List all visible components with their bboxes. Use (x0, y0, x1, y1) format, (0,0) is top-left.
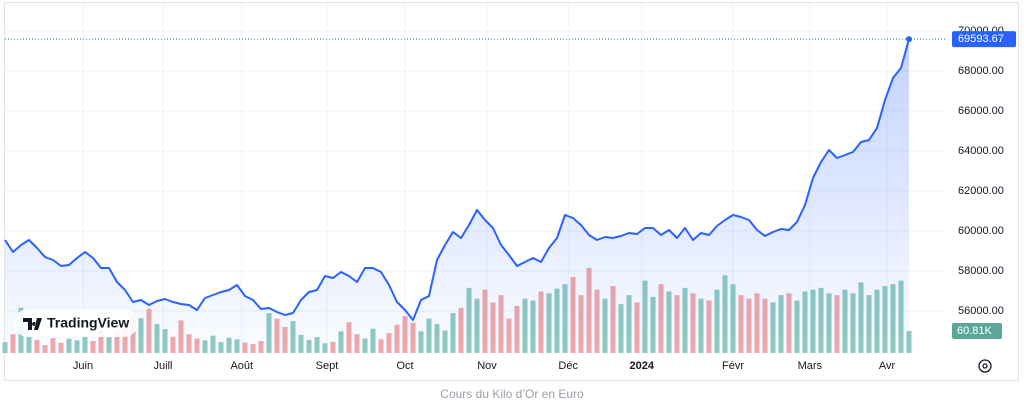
x-tick-label: Avr (879, 360, 896, 372)
y-tick-label: 66000.00 (958, 105, 1004, 117)
y-tick-label: 60000.00 (958, 225, 1004, 237)
price-area (5, 39, 909, 353)
axes: 56000.00 58000.00 60000.00 62000.00 64000.00… (73, 25, 1016, 372)
x-tick-label: 2024 (630, 360, 655, 372)
x-tick-label: Août (230, 360, 253, 372)
x-tick-label: Juill (154, 360, 173, 372)
price (4, 36, 945, 353)
last-price-badge (952, 31, 1016, 48)
last-point (906, 36, 912, 43)
y-tick-label: 68000.00 (958, 65, 1004, 77)
x-tick-label: Sept (316, 360, 339, 372)
caption: Cours du Kilo d’Or en Euro (440, 387, 584, 401)
x-tick-label: Déc (558, 360, 578, 372)
last-volume-label: 60.81K (957, 325, 993, 337)
settings-icon-core[interactable] (982, 363, 988, 369)
badge-bg (14, 309, 138, 337)
x-tick-label: Nov (477, 360, 497, 372)
x-tick-label: Oct (396, 360, 413, 372)
x-tick-label: Févr (722, 360, 744, 372)
brand-badge: TradingView (14, 309, 138, 337)
last-volume-badge (952, 323, 1002, 339)
y-tick-label: 62000.00 (958, 185, 1004, 197)
y-tick-label: 58000.00 (958, 265, 1004, 277)
price-line (4, 38, 910, 321)
settings-button[interactable] (978, 359, 992, 373)
y-tick-label: 56000.00 (958, 305, 1004, 317)
brand-name: TradingView (47, 315, 129, 331)
y-tick-label: 64000.00 (958, 145, 1004, 157)
x-tick-label: Juin (73, 360, 93, 372)
settings-icon[interactable] (978, 359, 992, 373)
last-price-label: 69593.67 (958, 33, 1004, 45)
x-tick-label: Mars (798, 360, 823, 372)
brand-logo (23, 318, 42, 330)
